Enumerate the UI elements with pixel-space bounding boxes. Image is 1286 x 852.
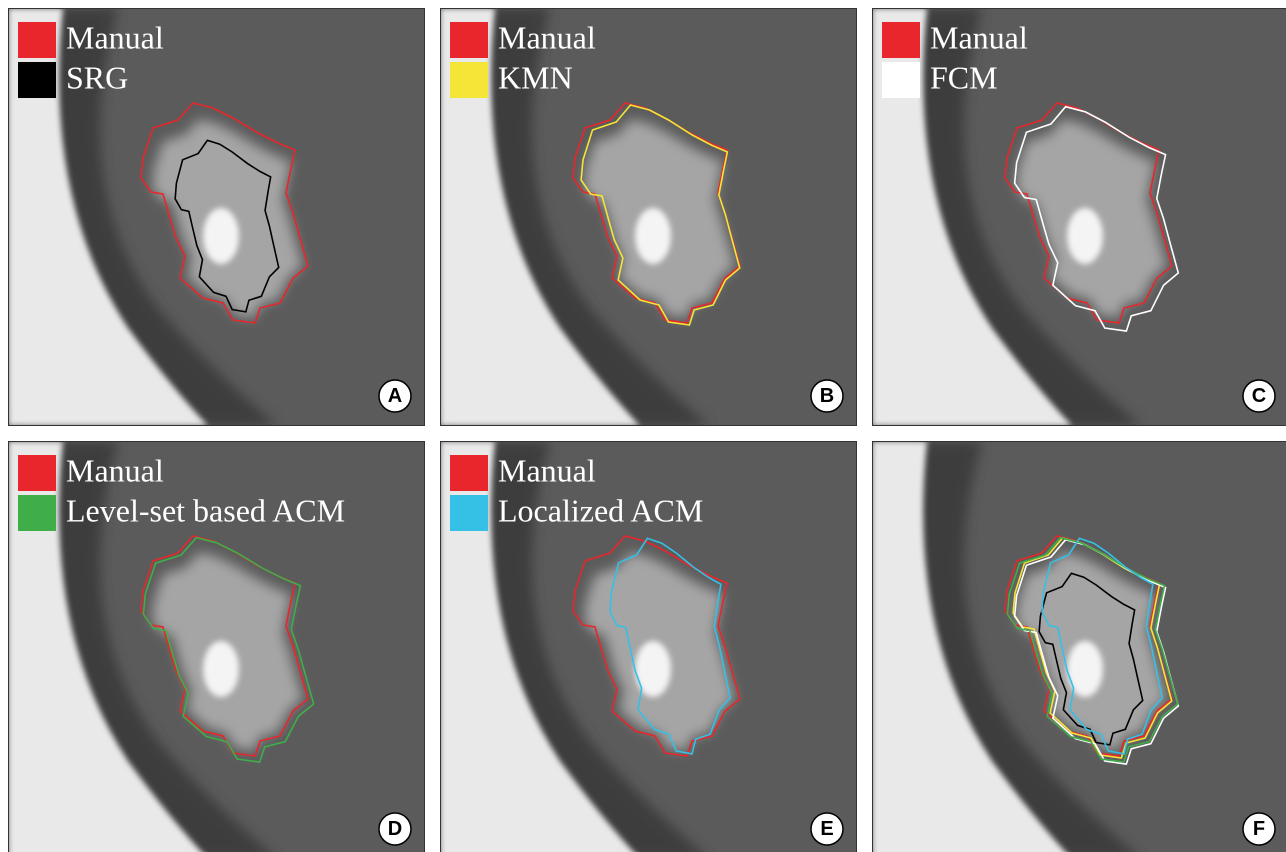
ct-image [872,441,1286,852]
nodule-core [203,641,239,697]
legend-swatch [882,22,920,58]
legend-label: Localized ACM [498,492,703,528]
panel: Manual SRG A [8,8,425,426]
panel-label: E [820,818,833,840]
nodule-core [1067,641,1103,697]
legend-swatch [18,495,56,531]
nodule-core [635,641,671,697]
legend-label: Manual [66,19,164,55]
legend-label: Manual [66,452,164,488]
legend-label: Level-set based ACM [66,492,345,528]
legend-label: KMN [498,59,573,95]
legend-label: FCM [930,59,998,95]
nodule-core [1067,208,1103,264]
panel-label: A [388,385,402,407]
nodule-core [203,208,239,264]
legend-swatch [450,62,488,98]
legend-label: SRG [66,59,128,95]
legend-label: Manual [930,19,1028,55]
legend-label: Manual [498,452,596,488]
figure: Manual SRG A Manual KMN B Manual FCM C Manual Leve… [0,0,1286,852]
legend-swatch [18,22,56,58]
panel-label: D [388,818,402,840]
panel-label: C [1252,385,1266,407]
legend-swatch [450,455,488,491]
legend-swatch [450,495,488,531]
legend-swatch [450,22,488,58]
panel-label: B [820,385,834,407]
panel: F [872,441,1286,852]
legend-swatch [882,62,920,98]
nodule-core [635,208,671,264]
panel-label: F [1253,818,1265,840]
panel: Manual Localized ACM E [440,441,857,852]
panel: Manual Level-set based ACM D [8,441,425,852]
legend-swatch [18,455,56,491]
legend-swatch [18,62,56,98]
panel: Manual KMN B [440,8,857,426]
legend-label: Manual [498,19,596,55]
panel: Manual FCM C [872,8,1286,426]
